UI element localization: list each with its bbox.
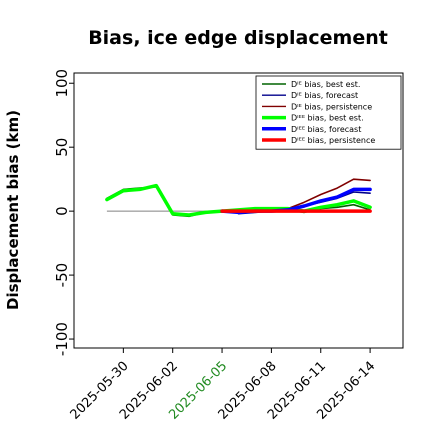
legend-label: Dᴵᴱᴱ bias, best est.: [291, 114, 364, 123]
legend-label: Dᴵᴱᴱ bias, persistence: [291, 136, 375, 145]
y-tick-label: -100: [53, 322, 71, 356]
y-tick-label: 100: [53, 69, 71, 98]
legend-box: [255, 75, 402, 150]
y-axis-label: Displacement bias (km): [4, 110, 22, 310]
y-axis-ticks: -100 -50 0 50 100: [53, 69, 74, 356]
y-tick-label: 0: [53, 206, 71, 216]
y-tick-label: -50: [53, 263, 71, 288]
legend-label: Dᴵᴱ bias, best est.: [291, 80, 360, 89]
x-axis-ticks: 2025-05-302025-06-022025-06-052025-06-08…: [68, 348, 378, 423]
legend-label: Dᴵᴱ bias, forecast: [291, 91, 358, 100]
chart-title: Bias, ice edge displacement: [88, 27, 388, 49]
series-group: [105, 178, 372, 218]
legend-label: Dᴵᴱ bias, persistence: [291, 102, 372, 111]
legend-label: Dᴵᴱᴱ bias, forecast: [291, 125, 361, 134]
y-tick-label: 50: [53, 138, 71, 157]
legend: Dᴵᴱ bias, best est. Dᴵᴱ bias, forecast Dᴵᴱ…: [255, 75, 402, 150]
